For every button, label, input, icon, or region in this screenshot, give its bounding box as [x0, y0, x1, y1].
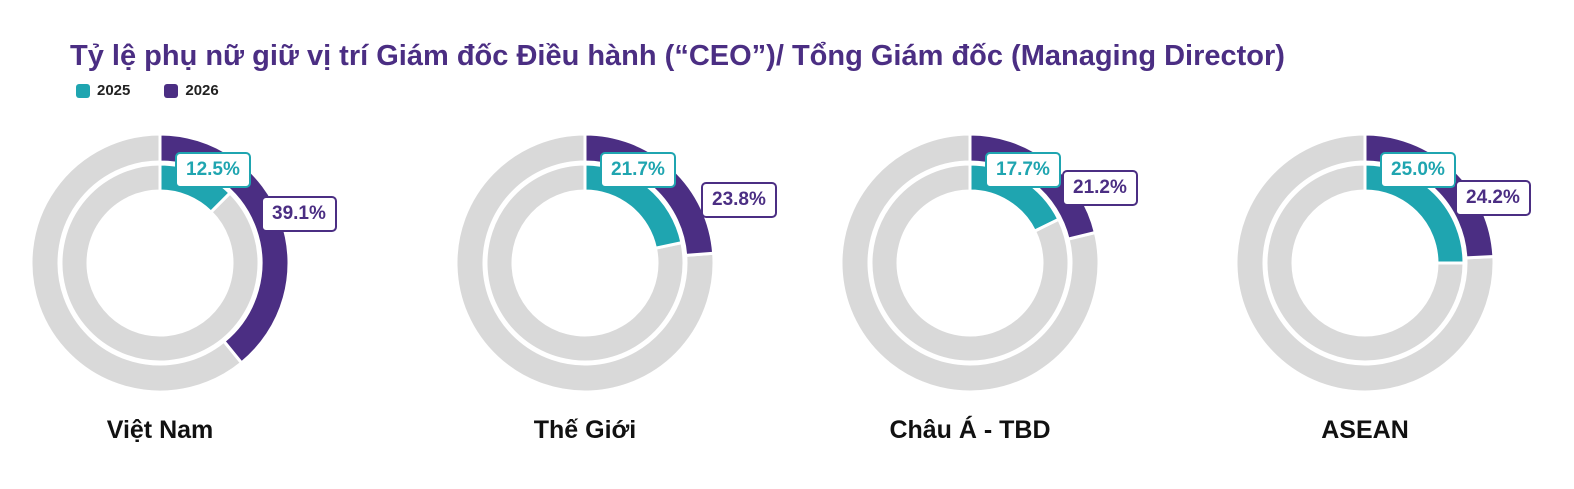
legend-swatch-2025: [76, 83, 90, 98]
legend-item-2026: 2026: [164, 82, 219, 99]
data-label-2025: 12.5%: [175, 152, 251, 188]
remainder-slice-2025: [59, 162, 261, 364]
data-label-2025: 21.7%: [600, 152, 676, 188]
remainder-slice-2025: [869, 162, 1071, 364]
donut-panel: 17.7% 21.2% Châu Á - TBD: [820, 128, 1138, 458]
category-label: Việt Nam: [106, 416, 214, 444]
chart-title: Tỷ lệ phụ nữ giữ vị trí Giám đốc Điều hà…: [70, 40, 1285, 72]
remainder-slice-2025: [484, 162, 686, 364]
legend-swatch-2026: [164, 83, 179, 98]
donut-panel: 12.5% 39.1% Việt Nam: [10, 128, 337, 458]
category-label: Châu Á - TBD: [889, 416, 1051, 444]
data-label-2026: 21.2%: [1062, 170, 1138, 206]
data-label-2025: 17.7%: [985, 152, 1061, 188]
data-label-2026: 23.8%: [701, 182, 777, 218]
data-label-2025: 25.0%: [1380, 152, 1456, 188]
remainder-slice-2026: [454, 132, 716, 394]
legend-item-2025: 2025: [76, 82, 130, 99]
legend-label-2025: 2025: [97, 82, 131, 99]
donut-chart: [29, 132, 291, 394]
data-label-2026: 24.2%: [1455, 180, 1531, 216]
remainder-slice-2025: [1264, 162, 1466, 364]
data-label-2026: 39.1%: [261, 196, 337, 232]
legend: 2025 2026: [76, 82, 219, 99]
remainder-slice-2026: [1234, 132, 1496, 394]
donut-chart: [1234, 132, 1496, 394]
donut-panel: 21.7% 23.8% Thế Giới: [435, 128, 777, 458]
remainder-slice-2026: [29, 132, 244, 394]
legend-label-2026: 2026: [185, 82, 219, 99]
category-label: Thế Giới: [533, 416, 637, 444]
donut-chart: [454, 132, 716, 394]
donut-panel: 25.0% 24.2% ASEAN: [1215, 128, 1531, 458]
category-label: ASEAN: [1321, 416, 1409, 444]
remainder-slice-2026: [839, 132, 1101, 394]
